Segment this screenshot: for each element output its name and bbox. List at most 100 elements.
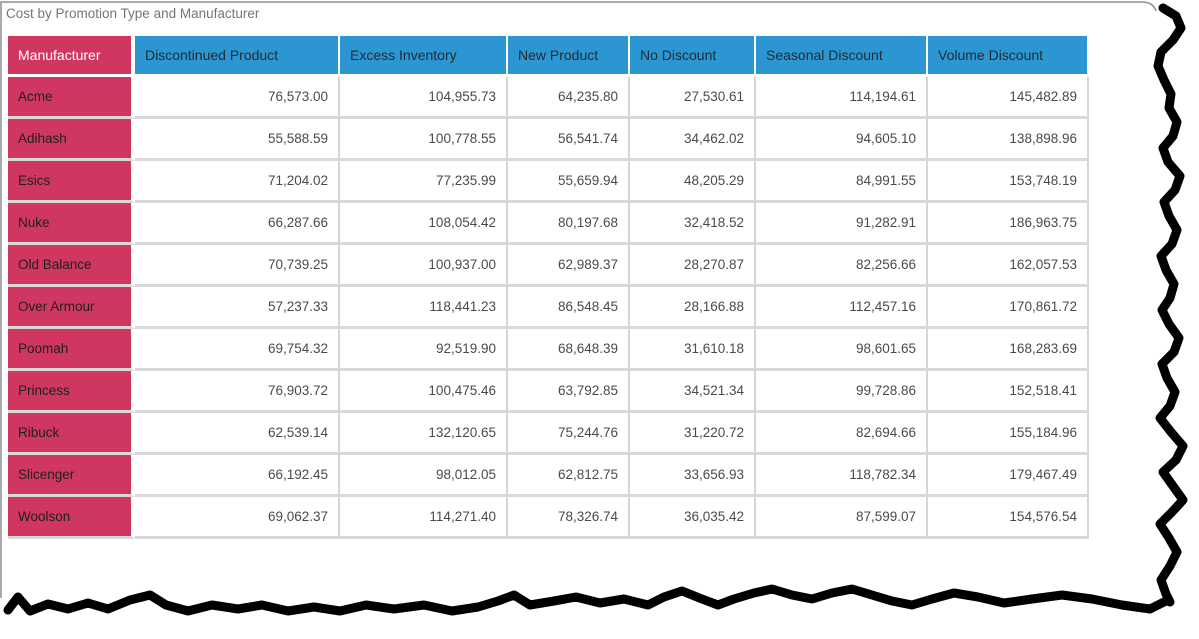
value-cell-new-product[interactable]: 78,326.74 — [508, 497, 630, 539]
table-row[interactable]: Adihash 55,588.59 100,778.55 56,541.74 3… — [8, 119, 1089, 161]
value-cell-excess-inventory[interactable]: 114,271.40 — [340, 497, 508, 539]
column-header-new-product[interactable]: New Product — [508, 36, 630, 77]
table-row[interactable]: Nuke 66,287.66 108,054.42 80,197.68 32,4… — [8, 203, 1089, 245]
value-cell-discontinued-product[interactable]: 71,204.02 — [135, 161, 340, 203]
value-cell-no-discount[interactable]: 31,220.72 — [630, 413, 756, 455]
table-row[interactable]: Poomah 69,754.32 92,519.90 68,648.39 31,… — [8, 329, 1089, 371]
value-cell-new-product[interactable]: 68,648.39 — [508, 329, 630, 371]
value-cell-seasonal-discount[interactable]: 114,194.61 — [756, 77, 928, 119]
value-cell-discontinued-product[interactable]: 62,539.14 — [135, 413, 340, 455]
value-cell-excess-inventory[interactable]: 92,519.90 — [340, 329, 508, 371]
value-cell-seasonal-discount[interactable]: 98,601.65 — [756, 329, 928, 371]
manufacturer-cell[interactable]: Princess — [8, 371, 135, 413]
value-cell-no-discount[interactable]: 34,462.02 — [630, 119, 756, 161]
value-cell-seasonal-discount[interactable]: 94,605.10 — [756, 119, 928, 161]
column-header-no-discount[interactable]: No Discount — [630, 36, 756, 77]
value-cell-excess-inventory[interactable]: 100,778.55 — [340, 119, 508, 161]
value-cell-excess-inventory[interactable]: 118,441.23 — [340, 287, 508, 329]
value-cell-volume-discount[interactable]: 170,861.72 — [928, 287, 1089, 329]
value-cell-no-discount[interactable]: 28,166.88 — [630, 287, 756, 329]
value-cell-excess-inventory[interactable]: 98,012.05 — [340, 455, 508, 497]
column-header-excess-inventory[interactable]: Excess Inventory — [340, 36, 508, 77]
value-cell-volume-discount[interactable]: 138,898.96 — [928, 119, 1089, 161]
value-cell-discontinued-product[interactable]: 76,903.72 — [135, 371, 340, 413]
value-cell-new-product[interactable]: 64,235.80 — [508, 77, 630, 119]
value-cell-new-product[interactable]: 56,541.74 — [508, 119, 630, 161]
value-cell-volume-discount[interactable]: 154,576.54 — [928, 497, 1089, 539]
value-cell-volume-discount[interactable]: 162,057.53 — [928, 245, 1089, 287]
manufacturer-cell[interactable]: Over Armour — [8, 287, 135, 329]
value-cell-new-product[interactable]: 80,197.68 — [508, 203, 630, 245]
value-cell-no-discount[interactable]: 36,035.42 — [630, 497, 756, 539]
value-cell-seasonal-discount[interactable]: 112,457.16 — [756, 287, 928, 329]
torn-right-edge — [1153, 3, 1188, 607]
value-cell-volume-discount[interactable]: 152,518.41 — [928, 371, 1089, 413]
value-cell-seasonal-discount[interactable]: 87,599.07 — [756, 497, 928, 539]
value-cell-seasonal-discount[interactable]: 82,256.66 — [756, 245, 928, 287]
value-cell-new-product[interactable]: 62,812.75 — [508, 455, 630, 497]
manufacturer-cell[interactable]: Esics — [8, 161, 135, 203]
manufacturer-cell[interactable]: Ribuck — [8, 413, 135, 455]
visual-title: Cost by Promotion Type and Manufacturer — [6, 6, 260, 21]
table-row[interactable]: Slicenger 66,192.45 98,012.05 62,812.75 … — [8, 455, 1089, 497]
column-header-manufacturer[interactable]: Manufacturer — [8, 36, 135, 77]
column-header-volume-discount[interactable]: Volume Discount — [928, 36, 1089, 77]
value-cell-no-discount[interactable]: 34,521.34 — [630, 371, 756, 413]
value-cell-discontinued-product[interactable]: 70,739.25 — [135, 245, 340, 287]
table-row[interactable]: Woolson 69,062.37 114,271.40 78,326.74 3… — [8, 497, 1089, 539]
value-cell-discontinued-product[interactable]: 66,287.66 — [135, 203, 340, 245]
value-cell-new-product[interactable]: 62,989.37 — [508, 245, 630, 287]
value-cell-discontinued-product[interactable]: 69,754.32 — [135, 329, 340, 371]
value-cell-discontinued-product[interactable]: 55,588.59 — [135, 119, 340, 161]
value-cell-volume-discount[interactable]: 186,963.75 — [928, 203, 1089, 245]
value-cell-excess-inventory[interactable]: 100,937.00 — [340, 245, 508, 287]
value-cell-seasonal-discount[interactable]: 99,728.86 — [756, 371, 928, 413]
value-cell-discontinued-product[interactable]: 57,237.33 — [135, 287, 340, 329]
value-cell-no-discount[interactable]: 27,530.61 — [630, 77, 756, 119]
value-cell-volume-discount[interactable]: 168,283.69 — [928, 329, 1089, 371]
manufacturer-cell[interactable]: Acme — [8, 77, 135, 119]
cost-matrix-table[interactable]: Manufacturer Discontinued Product Excess… — [8, 36, 1089, 539]
manufacturer-cell[interactable]: Poomah — [8, 329, 135, 371]
table-row[interactable]: Old Balance 70,739.25 100,937.00 62,989.… — [8, 245, 1089, 287]
manufacturer-cell[interactable]: Adihash — [8, 119, 135, 161]
value-cell-excess-inventory[interactable]: 132,120.65 — [340, 413, 508, 455]
value-cell-volume-discount[interactable]: 179,467.49 — [928, 455, 1089, 497]
value-cell-volume-discount[interactable]: 153,748.19 — [928, 161, 1089, 203]
table-row[interactable]: Princess 76,903.72 100,475.46 63,792.85 … — [8, 371, 1089, 413]
value-cell-no-discount[interactable]: 48,205.29 — [630, 161, 756, 203]
value-cell-discontinued-product[interactable]: 76,573.00 — [135, 77, 340, 119]
value-cell-new-product[interactable]: 63,792.85 — [508, 371, 630, 413]
table-header: Manufacturer Discontinued Product Excess… — [8, 36, 1089, 77]
value-cell-excess-inventory[interactable]: 77,235.99 — [340, 161, 508, 203]
table-row[interactable]: Esics 71,204.02 77,235.99 55,659.94 48,2… — [8, 161, 1089, 203]
value-cell-excess-inventory[interactable]: 100,475.46 — [340, 371, 508, 413]
value-cell-seasonal-discount[interactable]: 91,282.91 — [756, 203, 928, 245]
manufacturer-cell[interactable]: Nuke — [8, 203, 135, 245]
value-cell-no-discount[interactable]: 33,656.93 — [630, 455, 756, 497]
value-cell-seasonal-discount[interactable]: 118,782.34 — [756, 455, 928, 497]
value-cell-new-product[interactable]: 86,548.45 — [508, 287, 630, 329]
value-cell-no-discount[interactable]: 31,610.18 — [630, 329, 756, 371]
column-header-seasonal-discount[interactable]: Seasonal Discount — [756, 36, 928, 77]
manufacturer-cell[interactable]: Old Balance — [8, 245, 135, 287]
manufacturer-cell[interactable]: Woolson — [8, 497, 135, 539]
torn-bottom-edge — [3, 584, 1171, 616]
value-cell-no-discount[interactable]: 32,418.52 — [630, 203, 756, 245]
value-cell-volume-discount[interactable]: 145,482.89 — [928, 77, 1089, 119]
value-cell-excess-inventory[interactable]: 108,054.42 — [340, 203, 508, 245]
value-cell-no-discount[interactable]: 28,270.87 — [630, 245, 756, 287]
column-header-discontinued-product[interactable]: Discontinued Product — [135, 36, 340, 77]
value-cell-seasonal-discount[interactable]: 84,991.55 — [756, 161, 928, 203]
value-cell-discontinued-product[interactable]: 66,192.45 — [135, 455, 340, 497]
manufacturer-cell[interactable]: Slicenger — [8, 455, 135, 497]
table-row[interactable]: Ribuck 62,539.14 132,120.65 75,244.76 31… — [8, 413, 1089, 455]
value-cell-new-product[interactable]: 75,244.76 — [508, 413, 630, 455]
value-cell-seasonal-discount[interactable]: 82,694.66 — [756, 413, 928, 455]
value-cell-discontinued-product[interactable]: 69,062.37 — [135, 497, 340, 539]
value-cell-excess-inventory[interactable]: 104,955.73 — [340, 77, 508, 119]
value-cell-new-product[interactable]: 55,659.94 — [508, 161, 630, 203]
table-row[interactable]: Over Armour 57,237.33 118,441.23 86,548.… — [8, 287, 1089, 329]
table-row[interactable]: Acme 76,573.00 104,955.73 64,235.80 27,5… — [8, 77, 1089, 119]
value-cell-volume-discount[interactable]: 155,184.96 — [928, 413, 1089, 455]
